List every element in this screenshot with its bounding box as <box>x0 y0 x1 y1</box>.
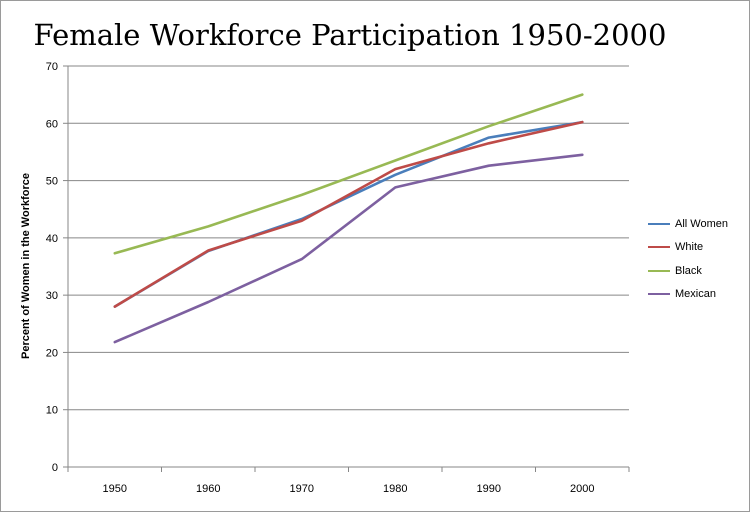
y-tick-label: 0 <box>52 462 58 474</box>
legend-label: Black <box>675 264 702 277</box>
x-tick-label: 1970 <box>290 483 314 495</box>
legend-item-white: White <box>648 236 748 260</box>
legend-label: Mexican <box>675 288 716 301</box>
y-tick-label: 10 <box>46 405 58 417</box>
series-line-all-women <box>113 120 584 308</box>
legend-label: White <box>675 241 704 254</box>
legend-swatch <box>648 293 670 296</box>
series-line-white <box>113 120 584 308</box>
legend-swatch <box>648 269 670 272</box>
x-tick-label: 1990 <box>477 483 501 495</box>
legend: All Women White Black Mexican <box>648 212 748 306</box>
x-tick-label: 1960 <box>196 483 220 495</box>
chart-title: Female Workforce Participation 1950-2000 <box>33 18 667 52</box>
gridlines <box>68 65 629 411</box>
y-tick-label: 70 <box>46 61 58 73</box>
legend-item-all-women: All Women <box>648 212 748 236</box>
series-lines <box>113 93 584 344</box>
x-tick-label: 1980 <box>383 483 407 495</box>
y-tick-label: 40 <box>46 233 58 245</box>
x-tick-label: 2000 <box>570 483 594 495</box>
legend-item-black: Black <box>648 259 748 283</box>
legend-label: All Women <box>675 217 728 230</box>
x-tick-label: 1950 <box>103 483 127 495</box>
series-line-mexican <box>113 153 584 344</box>
axes <box>63 65 630 472</box>
y-tick-label: 60 <box>46 118 58 130</box>
tick-labels: 0 10 20 30 40 50 60 70 1950 1960 1970 1980 1990 2000 <box>46 61 595 495</box>
series-line-black <box>113 93 584 255</box>
y-tick-label: 20 <box>46 347 58 359</box>
legend-swatch <box>648 222 670 225</box>
y-tick-label: 30 <box>46 290 58 302</box>
legend-swatch <box>648 246 670 249</box>
legend-item-mexican: Mexican <box>648 283 748 307</box>
y-tick-label: 50 <box>46 176 58 188</box>
